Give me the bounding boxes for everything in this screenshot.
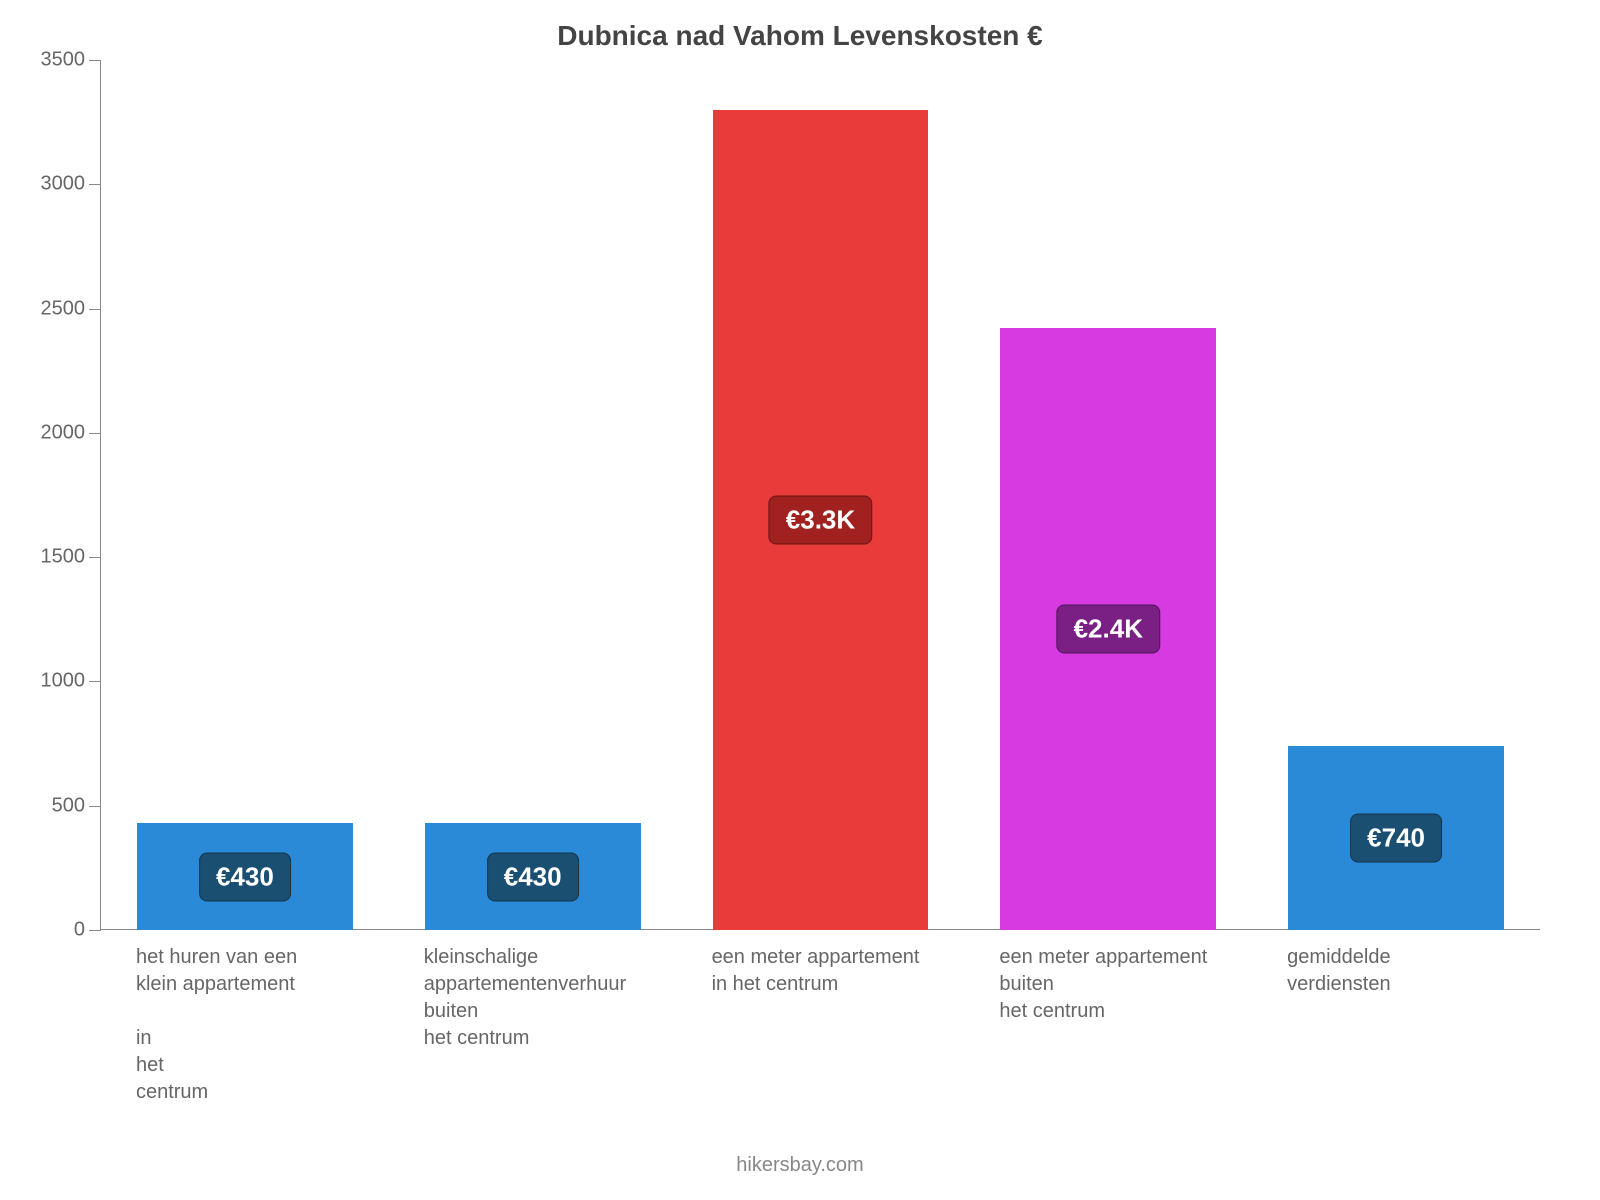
chart-title: Dubnica nad Vahom Levenskosten €: [40, 20, 1560, 52]
y-tick-label: 1000: [41, 670, 86, 693]
bars-layer: €430 €430 €3.3K €2.4K €740: [101, 60, 1540, 930]
bar: €2.4K: [1000, 328, 1216, 930]
x-tick-label: kleinschalige appartementenverhuur buite…: [424, 944, 680, 1052]
x-axis-labels: het huren van een klein appartement in h…: [100, 944, 1540, 1144]
y-tick-label: 1500: [41, 546, 86, 569]
x-tick-label: een meter appartement buiten het centrum: [999, 944, 1255, 1025]
y-tick: [89, 557, 101, 558]
value-badge: €3.3K: [769, 495, 872, 544]
value-badge: €740: [1350, 814, 1442, 863]
x-tick-label: een meter appartement in het centrum: [712, 944, 968, 998]
y-tick-label: 3500: [41, 49, 86, 72]
y-tick-label: 2000: [41, 421, 86, 444]
value-badge: €430: [487, 852, 579, 901]
y-tick: [89, 806, 101, 807]
y-tick-label: 3000: [41, 173, 86, 196]
y-tick: [89, 184, 101, 185]
y-tick: [89, 930, 101, 931]
y-tick-label: 0: [74, 919, 85, 942]
bar: €3.3K: [713, 110, 929, 930]
y-tick: [89, 60, 101, 61]
y-tick-label: 500: [52, 794, 85, 817]
y-tick: [89, 309, 101, 310]
y-tick: [89, 681, 101, 682]
y-tick: [89, 433, 101, 434]
bar: €740: [1288, 746, 1504, 930]
x-tick-label: het huren van een klein appartement in h…: [136, 944, 392, 1106]
plot-area: €430€430€3.3K€2.4K€740 05001000150020002…: [100, 60, 1540, 930]
value-badge: €430: [199, 852, 291, 901]
value-badge: €2.4K: [1057, 605, 1160, 654]
x-tick-label: gemiddelde verdiensten: [1287, 944, 1543, 998]
y-tick-label: 2500: [41, 297, 86, 320]
bar: €430: [425, 823, 641, 930]
bar: €430: [137, 823, 353, 930]
credit-text: hikersbay.com: [40, 1154, 1560, 1177]
chart-container: Dubnica nad Vahom Levenskosten € €430€43…: [0, 0, 1600, 1200]
